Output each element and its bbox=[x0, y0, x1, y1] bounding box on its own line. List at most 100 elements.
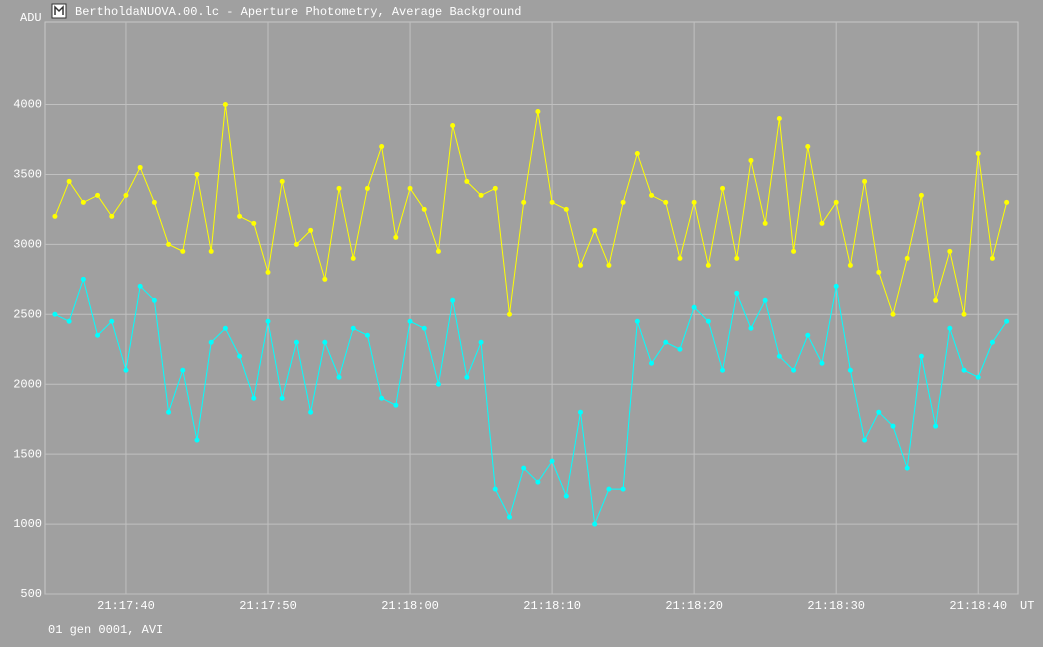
data-point bbox=[705, 262, 711, 268]
data-point bbox=[776, 115, 782, 121]
series-line bbox=[54, 277, 1008, 527]
data-point bbox=[720, 185, 726, 191]
data-point bbox=[734, 290, 740, 296]
data-point bbox=[606, 262, 612, 268]
data-point bbox=[847, 262, 853, 268]
data-point bbox=[933, 297, 939, 303]
data-point bbox=[776, 353, 782, 359]
data-point bbox=[549, 199, 555, 205]
series-line bbox=[54, 104, 1008, 317]
data-point bbox=[506, 311, 512, 317]
data-point bbox=[805, 332, 811, 338]
data-point bbox=[194, 171, 200, 177]
data-point bbox=[379, 395, 385, 401]
data-point bbox=[194, 437, 200, 443]
data-point bbox=[308, 409, 314, 415]
data-point bbox=[535, 479, 541, 485]
data-point bbox=[904, 465, 910, 471]
data-point bbox=[549, 458, 555, 464]
data-point bbox=[918, 353, 924, 359]
data-point bbox=[677, 346, 683, 352]
y-axis-label: ADU bbox=[20, 11, 42, 25]
data-point bbox=[819, 220, 825, 226]
data-point bbox=[350, 325, 356, 331]
data-point bbox=[506, 514, 512, 520]
data-point bbox=[52, 311, 58, 317]
data-point bbox=[791, 367, 797, 373]
data-point bbox=[265, 318, 271, 324]
data-point bbox=[720, 367, 726, 373]
data-point bbox=[421, 325, 427, 331]
data-point bbox=[237, 213, 243, 219]
data-point bbox=[421, 206, 427, 212]
data-point bbox=[620, 199, 626, 205]
data-point bbox=[308, 227, 314, 233]
data-point bbox=[989, 339, 995, 345]
data-point bbox=[265, 269, 271, 275]
data-point bbox=[237, 353, 243, 359]
data-point bbox=[293, 339, 299, 345]
data-point bbox=[606, 486, 612, 492]
data-point bbox=[251, 220, 257, 226]
data-point bbox=[691, 304, 697, 310]
data-point bbox=[180, 367, 186, 373]
y-tick-label: 1000 bbox=[13, 517, 42, 531]
data-point bbox=[137, 164, 143, 170]
data-point bbox=[762, 297, 768, 303]
chart-title: BertholdaNUOVA.00.lc - Aperture Photomet… bbox=[75, 5, 521, 19]
data-point bbox=[634, 318, 640, 324]
data-point bbox=[450, 122, 456, 128]
data-point bbox=[876, 269, 882, 275]
data-point bbox=[847, 367, 853, 373]
data-point bbox=[109, 213, 115, 219]
y-tick-label: 3500 bbox=[13, 168, 42, 182]
data-point bbox=[748, 157, 754, 163]
data-point bbox=[933, 423, 939, 429]
data-point bbox=[791, 248, 797, 254]
data-point bbox=[435, 248, 441, 254]
x-tick-label: 21:17:50 bbox=[239, 599, 297, 613]
y-tick-label: 3000 bbox=[13, 238, 42, 252]
data-point bbox=[208, 339, 214, 345]
data-point bbox=[492, 185, 498, 191]
data-point bbox=[478, 192, 484, 198]
data-point bbox=[663, 199, 669, 205]
data-point bbox=[947, 325, 953, 331]
data-point bbox=[947, 248, 953, 254]
x-tick-label: 21:17:40 bbox=[97, 599, 155, 613]
data-point bbox=[762, 220, 768, 226]
y-tick-label: 2500 bbox=[13, 307, 42, 321]
data-point bbox=[890, 311, 896, 317]
data-point bbox=[634, 150, 640, 156]
y-tick-label: 500 bbox=[20, 587, 42, 601]
data-point bbox=[833, 199, 839, 205]
data-point bbox=[663, 339, 669, 345]
data-point bbox=[478, 339, 484, 345]
data-point bbox=[620, 486, 626, 492]
data-point bbox=[592, 521, 598, 527]
data-point bbox=[1004, 318, 1010, 324]
data-point bbox=[705, 318, 711, 324]
data-point bbox=[876, 409, 882, 415]
x-axis-label: UT bbox=[1020, 599, 1034, 613]
data-point bbox=[734, 255, 740, 261]
data-point bbox=[393, 234, 399, 240]
data-point bbox=[464, 178, 470, 184]
data-point bbox=[961, 367, 967, 373]
data-point bbox=[166, 241, 172, 247]
data-point bbox=[222, 102, 228, 108]
data-point bbox=[151, 199, 157, 205]
data-point bbox=[862, 437, 868, 443]
data-point bbox=[80, 276, 86, 282]
data-point bbox=[52, 213, 58, 219]
data-point bbox=[435, 381, 441, 387]
data-point bbox=[592, 227, 598, 233]
data-point bbox=[833, 283, 839, 289]
data-point bbox=[862, 178, 868, 184]
x-tick-label: 21:18:10 bbox=[523, 599, 581, 613]
data-point bbox=[450, 297, 456, 303]
data-point bbox=[364, 185, 370, 191]
data-point bbox=[649, 360, 655, 366]
